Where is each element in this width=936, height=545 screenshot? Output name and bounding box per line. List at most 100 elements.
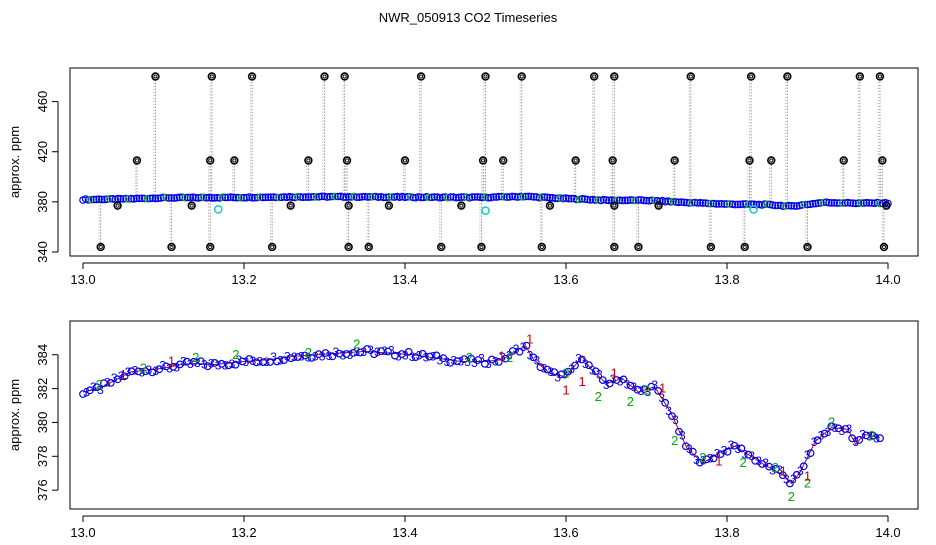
x-tick-label: 13.0 bbox=[70, 272, 95, 287]
outlier-point bbox=[267, 242, 277, 252]
series-point-label: 3 bbox=[485, 357, 492, 371]
x-tick-label: 13.6 bbox=[553, 272, 578, 287]
series-point-circle bbox=[106, 379, 115, 387]
baseline-point bbox=[782, 202, 790, 210]
series-point-label: 3 bbox=[686, 442, 693, 456]
series-point-label: 1 bbox=[120, 367, 127, 382]
outlier-point bbox=[571, 156, 580, 165]
series-point-label: 2 bbox=[506, 350, 513, 365]
series-point-label: 2 bbox=[353, 337, 360, 352]
bottom-y-axis-label: approx. ppm bbox=[7, 379, 22, 451]
outlier-point-inner bbox=[612, 244, 617, 250]
series-point-circle bbox=[196, 357, 205, 366]
baseline-point bbox=[106, 194, 114, 203]
baseline-point bbox=[725, 200, 734, 208]
outlier-point bbox=[634, 242, 643, 252]
baseline-point bbox=[688, 198, 696, 207]
baseline-point bbox=[277, 193, 286, 202]
series-point-circle bbox=[231, 360, 240, 369]
outlier-point-inner bbox=[877, 74, 883, 79]
baseline-point bbox=[135, 194, 144, 203]
outlier-point-inner bbox=[208, 244, 213, 250]
baseline-point bbox=[438, 193, 447, 202]
series-point-circle bbox=[280, 356, 288, 365]
baseline-point bbox=[382, 193, 391, 202]
baseline-point bbox=[452, 193, 460, 202]
baseline-point bbox=[218, 193, 227, 202]
baseline-point bbox=[95, 195, 103, 204]
baseline-point bbox=[360, 192, 369, 201]
series-point-label: 3 bbox=[818, 429, 825, 443]
baseline-point bbox=[323, 193, 332, 201]
outlier-point-inner bbox=[592, 74, 597, 79]
baseline-point bbox=[363, 193, 372, 201]
baseline-point bbox=[132, 194, 141, 203]
outlier-point bbox=[545, 201, 555, 210]
baseline-point bbox=[838, 199, 847, 207]
outlier-point-inner bbox=[880, 158, 885, 163]
series-point-circle bbox=[113, 375, 122, 384]
series-point-label: 3 bbox=[464, 355, 471, 369]
baseline-point bbox=[639, 196, 648, 205]
outlier-point bbox=[205, 242, 215, 252]
baseline-point bbox=[736, 200, 745, 209]
series-point-label: 3 bbox=[596, 367, 603, 381]
baseline-point bbox=[835, 199, 844, 207]
baseline-point bbox=[814, 199, 823, 207]
baseline-point bbox=[645, 197, 654, 205]
baseline-point bbox=[851, 199, 860, 208]
series-point-label: 3 bbox=[631, 380, 638, 394]
baseline-point bbox=[605, 196, 613, 205]
baseline-point bbox=[819, 198, 828, 207]
series-point-circle bbox=[675, 427, 683, 436]
outlier-point-inner bbox=[153, 74, 158, 79]
baseline-point bbox=[358, 193, 366, 201]
outlier-point-inner bbox=[769, 158, 774, 163]
baseline-point bbox=[833, 199, 841, 207]
series-point-label: 2 bbox=[627, 394, 634, 409]
series-point-label: 2 bbox=[140, 360, 147, 375]
baseline-point bbox=[309, 193, 318, 201]
y-tick-label: 376 bbox=[35, 479, 50, 501]
outlier-point-inner bbox=[785, 74, 790, 79]
outlier-point-inner bbox=[288, 203, 293, 208]
baseline-point bbox=[540, 193, 549, 201]
baseline-point bbox=[326, 192, 334, 201]
baseline-point bbox=[379, 193, 388, 202]
outlier-point bbox=[437, 242, 446, 252]
outlier-point-inner bbox=[249, 74, 255, 79]
baseline-point bbox=[331, 192, 340, 201]
series-point-circle bbox=[370, 350, 379, 359]
baseline-point bbox=[822, 198, 831, 207]
baseline-point bbox=[715, 200, 723, 208]
series-point-label: 1 bbox=[168, 354, 175, 369]
baseline-point bbox=[317, 192, 326, 201]
series-point-circle bbox=[245, 355, 254, 363]
outlier-point-inner bbox=[386, 203, 391, 208]
series-point-label: 3 bbox=[658, 391, 665, 405]
baseline-point bbox=[621, 196, 629, 205]
outlier-point bbox=[151, 72, 160, 81]
series-point-circle bbox=[571, 361, 579, 370]
baseline-point bbox=[478, 193, 487, 202]
baseline-point bbox=[586, 196, 595, 204]
outlier-point-inner bbox=[483, 74, 488, 79]
series-point-circle bbox=[501, 354, 510, 363]
baseline-point bbox=[191, 193, 200, 202]
outlier-point-inner bbox=[208, 158, 213, 163]
baseline-point bbox=[425, 193, 433, 202]
baseline-point bbox=[175, 193, 184, 202]
baseline-point bbox=[256, 193, 264, 201]
series-point-circle bbox=[772, 464, 780, 473]
series-point-label: 3 bbox=[437, 353, 444, 367]
baseline-point bbox=[615, 196, 624, 205]
series-point-circle bbox=[328, 352, 337, 361]
series-point-circle bbox=[876, 434, 884, 443]
baseline-point bbox=[374, 193, 383, 202]
series-point-circle bbox=[120, 372, 129, 381]
outlier-point bbox=[286, 201, 295, 210]
outlier-point bbox=[132, 156, 142, 165]
series-point-circle bbox=[515, 347, 524, 356]
baseline-point bbox=[543, 193, 552, 202]
outlier-point-inner bbox=[270, 244, 275, 250]
